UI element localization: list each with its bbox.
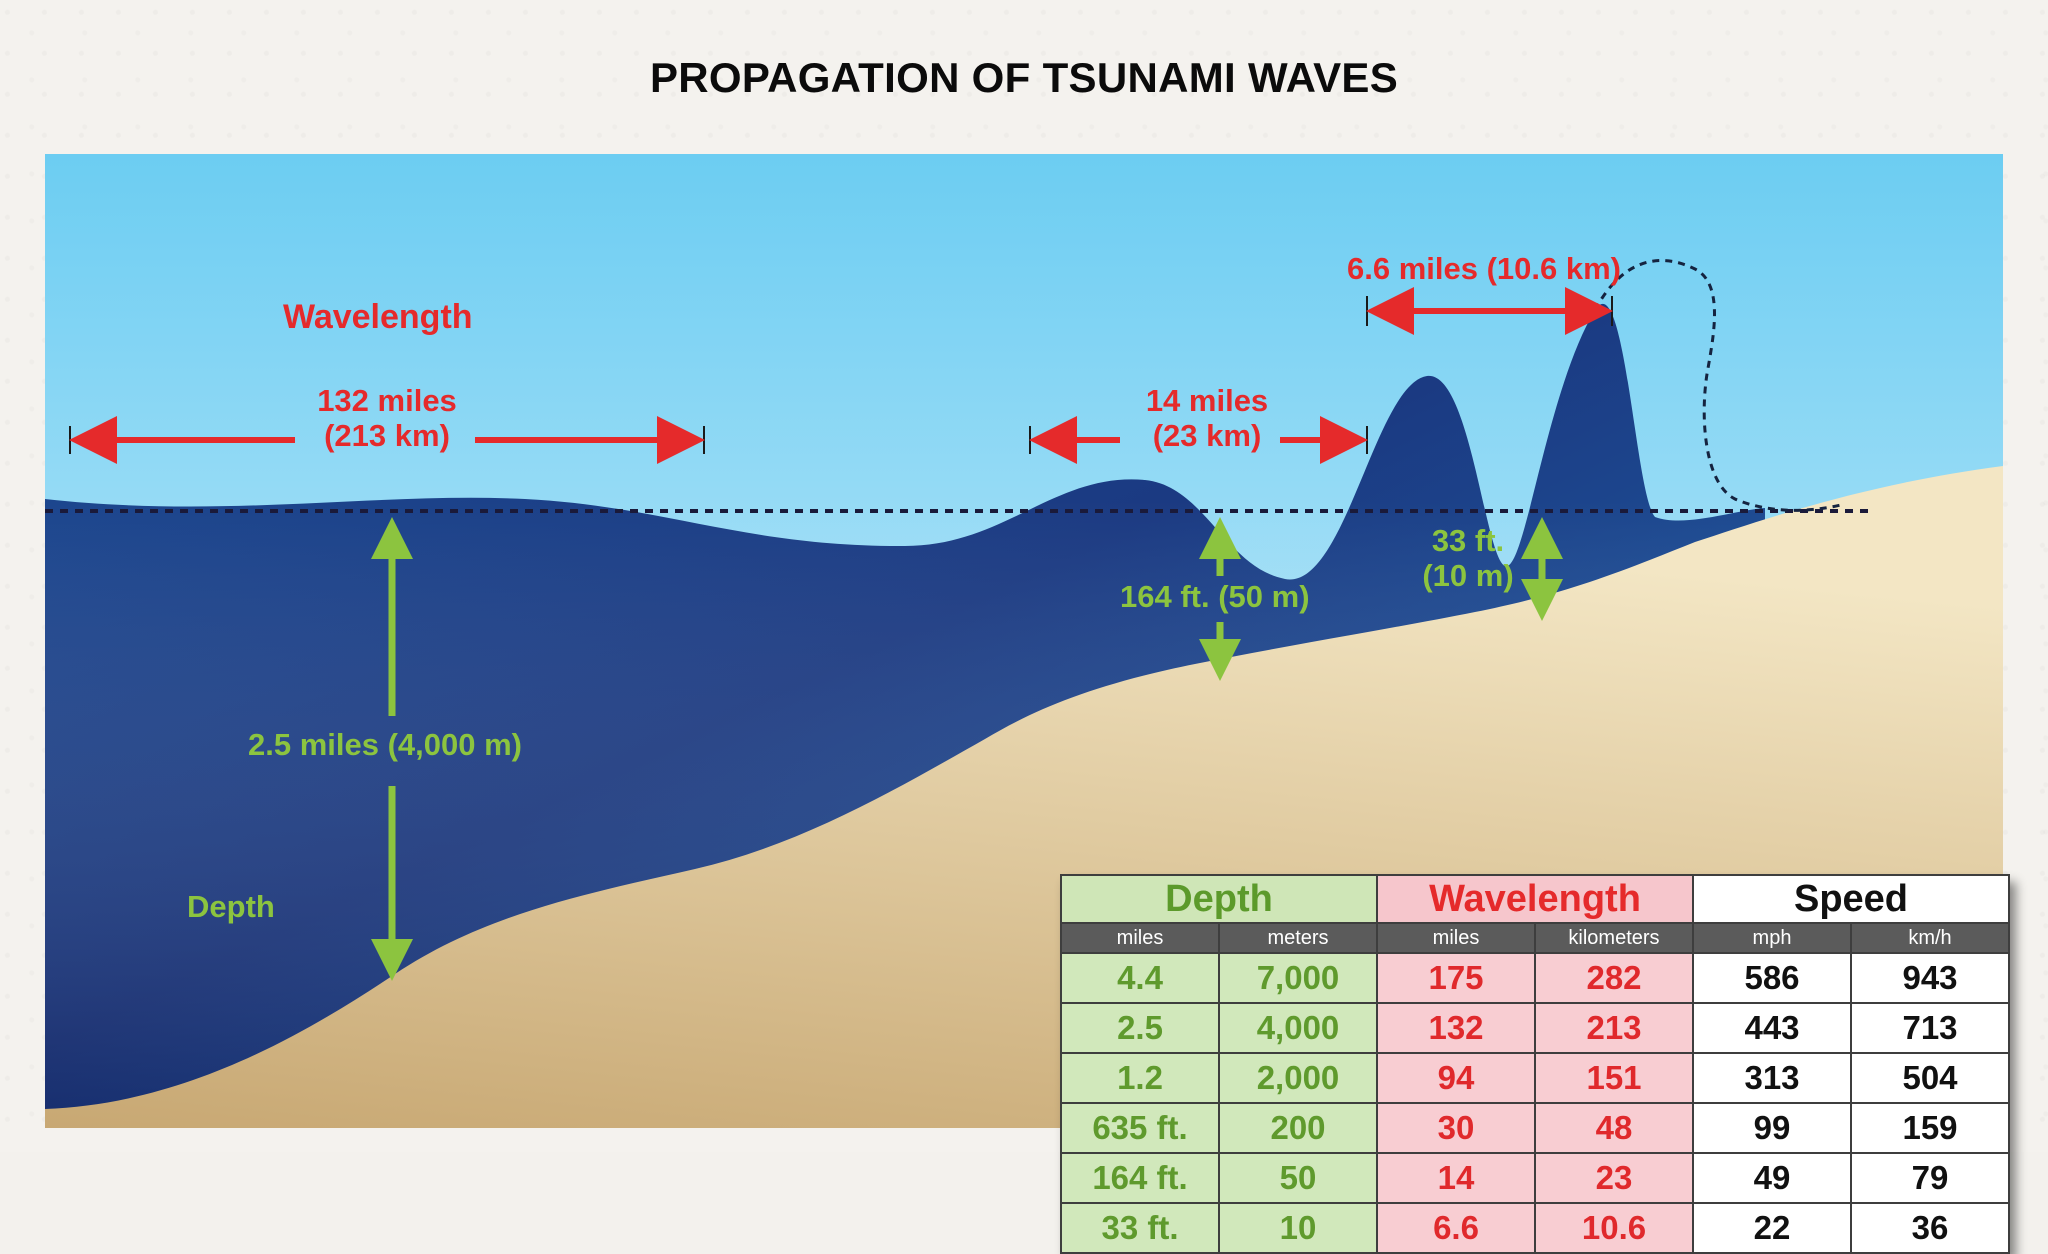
wavelength-heading: Wavelength xyxy=(283,298,473,336)
table-cell: 14 xyxy=(1376,1152,1536,1204)
tsunami-diagram: Wavelength 132 miles (213 km) 14 miles (… xyxy=(45,154,2010,1254)
table-cell: 48 xyxy=(1534,1102,1694,1154)
depth-33-label: 33 ft. (10 m) xyxy=(1422,523,1514,593)
table-cell: 4,000 xyxy=(1218,1002,1378,1054)
table-cell: 713 xyxy=(1850,1002,2010,1054)
table-cell: 132 xyxy=(1376,1002,1536,1054)
wavelength-14-km: (23 km) xyxy=(1152,417,1262,453)
table-cell: 22 xyxy=(1692,1202,1852,1254)
wavelength-14-arrow xyxy=(1029,416,1368,464)
wavelength-132-km: (213 km) xyxy=(324,417,450,453)
unit-header: kilometers xyxy=(1534,922,1694,954)
unit-header: meters xyxy=(1218,922,1378,954)
table-cell: 213 xyxy=(1534,1002,1694,1054)
depth-2-5-label: 2.5 miles (4,000 m) xyxy=(248,727,522,762)
table-row: 164 ft. 50 14 23 49 79 xyxy=(1060,1152,2010,1204)
depth-heading: Depth xyxy=(187,889,275,924)
table-cell: 586 xyxy=(1692,952,1852,1004)
table-cell: 282 xyxy=(1534,952,1694,1004)
table-row: 2.5 4,000 132 213 443 713 xyxy=(1060,1002,2010,1054)
table-cell: 4.4 xyxy=(1060,952,1220,1004)
wavelength-132-label: 132 miles (213 km) xyxy=(317,383,457,453)
table-cell: 504 xyxy=(1850,1052,2010,1104)
table-cell: 6.6 xyxy=(1376,1202,1536,1254)
table-header-speed: Speed xyxy=(1692,874,2010,924)
table-row: 4.4 7,000 175 282 586 943 xyxy=(1060,952,2010,1004)
table-cell: 159 xyxy=(1850,1102,2010,1154)
table-unit-header-row: miles meters miles kilometers mph km/h xyxy=(1060,922,2010,954)
table-row: 1.2 2,000 94 151 313 504 xyxy=(1060,1052,2010,1104)
unit-header: miles xyxy=(1060,922,1220,954)
slide-title: PROPAGATION OF TSUNAMI WAVES xyxy=(649,54,1399,101)
wavelength-132-miles: 132 miles xyxy=(317,383,457,418)
depth-164-label: 164 ft. (50 m) xyxy=(1120,579,1310,614)
table-cell: 33 ft. xyxy=(1060,1202,1220,1254)
table-cell: 94 xyxy=(1376,1052,1536,1104)
table-cell: 200 xyxy=(1218,1102,1378,1154)
tsunami-speed-table: Depth Wavelength Speed miles meters mile… xyxy=(1060,874,2010,1254)
unit-header: mph xyxy=(1692,922,1852,954)
unit-header: km/h xyxy=(1850,922,2010,954)
table-cell: 164 ft. xyxy=(1060,1152,1220,1204)
table-cell: 30 xyxy=(1376,1102,1536,1154)
table-cell: 943 xyxy=(1850,952,2010,1004)
depth-33-ft: 33 ft. xyxy=(1431,523,1505,558)
table-cell: 10.6 xyxy=(1534,1202,1694,1254)
table-header-wavelength: Wavelength xyxy=(1376,874,1694,924)
table-cell: 7,000 xyxy=(1218,952,1378,1004)
table-group-header-row: Depth Wavelength Speed xyxy=(1060,874,2010,924)
unit-header: miles xyxy=(1376,922,1536,954)
table-cell: 10 xyxy=(1218,1202,1378,1254)
table-cell: 443 xyxy=(1692,1002,1852,1054)
breaking-wave-outline xyxy=(1593,259,1846,512)
table-row: 33 ft. 10 6.6 10.6 22 36 xyxy=(1060,1202,2010,1254)
table-cell: 2.5 xyxy=(1060,1002,1220,1054)
table-cell: 23 xyxy=(1534,1152,1694,1204)
wavelength-132-arrow xyxy=(69,416,705,464)
depth-33-m: (10 m) xyxy=(1422,557,1514,593)
wavelength-6-6-arrow xyxy=(1366,287,1613,335)
wavelength-14-label: 14 miles (23 km) xyxy=(1145,383,1269,453)
table-cell: 99 xyxy=(1692,1102,1852,1154)
table-header-depth: Depth xyxy=(1060,874,1378,924)
table-cell: 151 xyxy=(1534,1052,1694,1104)
wavelength-6-6-label: 6.6 miles (10.6 km) xyxy=(1347,251,1621,286)
table-cell: 175 xyxy=(1376,952,1536,1004)
table-cell: 2,000 xyxy=(1218,1052,1378,1104)
table-cell: 36 xyxy=(1850,1202,2010,1254)
table-cell: 1.2 xyxy=(1060,1052,1220,1104)
table-cell: 49 xyxy=(1692,1152,1852,1204)
table-cell: 635 ft. xyxy=(1060,1102,1220,1154)
table-cell: 313 xyxy=(1692,1052,1852,1104)
wavelength-14-miles: 14 miles xyxy=(1145,383,1269,418)
table-row: 635 ft. 200 30 48 99 159 xyxy=(1060,1102,2010,1154)
table-cell: 50 xyxy=(1218,1152,1378,1204)
table-cell: 79 xyxy=(1850,1152,2010,1204)
